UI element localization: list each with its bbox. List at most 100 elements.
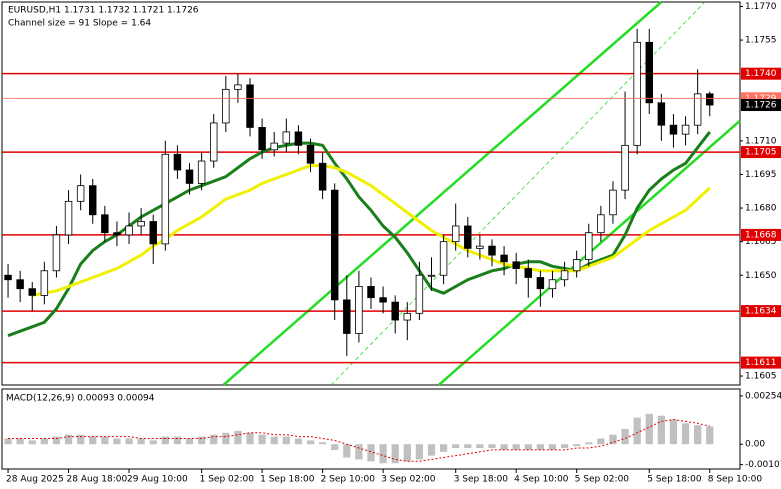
candle-body	[476, 245, 484, 249]
level-label: 1.1668	[745, 230, 777, 240]
y-tick-label: 1.1650	[745, 271, 777, 281]
level-label: 1.1705	[745, 148, 777, 158]
macd-bar	[681, 423, 690, 445]
macd-bar	[548, 444, 557, 450]
chart-subtitle: Channel size = 91 Slope = 1.64	[8, 19, 151, 29]
candle-body	[367, 286, 375, 299]
candle-body	[548, 279, 557, 290]
macd-bar	[379, 444, 387, 464]
x-tick-label: 8 Sep 10:00	[708, 475, 763, 485]
candle-body	[246, 84, 254, 128]
macd-bar	[439, 444, 448, 452]
macd-bar	[331, 444, 339, 450]
candle-body	[488, 245, 496, 256]
macd-bar	[657, 415, 665, 445]
level-label: 1.1634	[745, 307, 777, 317]
level-label: 1.1611	[745, 358, 777, 368]
candle-body	[572, 259, 581, 272]
macd-bar	[89, 436, 97, 445]
level-label-box	[741, 305, 781, 318]
candle-body	[343, 299, 351, 334]
candle-body	[161, 153, 170, 245]
x-tick-label: 28 Aug 2025	[6, 475, 64, 485]
candle-body	[500, 254, 508, 263]
macd-bar	[694, 425, 702, 445]
x-tick-label: 2 Sep 10:00	[321, 475, 376, 485]
y-tick-label: 0.00	[745, 440, 765, 450]
candle-body	[125, 225, 133, 236]
y-tick-label: 0.00254	[745, 391, 781, 401]
macd-bar	[4, 438, 12, 445]
candle-body	[16, 279, 24, 290]
candle-body	[318, 162, 327, 191]
candle-body	[185, 169, 194, 184]
macd-bar	[185, 438, 194, 445]
level-label: 1.1740	[745, 69, 777, 79]
y-tick-label: 1.1755	[745, 36, 777, 46]
macd-bar	[52, 436, 61, 445]
macd-bar	[536, 444, 545, 450]
candle-body	[693, 93, 702, 126]
channel-line	[330, 1, 706, 386]
moving-average	[31, 164, 711, 297]
candle-body	[669, 124, 678, 135]
macd-bar	[706, 426, 714, 445]
macd-bar	[113, 438, 121, 445]
x-tick-label: 5 Sep 18:00	[647, 475, 702, 485]
macd-bar	[512, 444, 520, 450]
y-tick-label: 1.1680	[745, 204, 777, 214]
macd-bar	[282, 436, 290, 445]
candle-body	[621, 144, 629, 191]
candle-body	[706, 93, 714, 106]
macd-bar	[197, 436, 206, 445]
macd-bar	[391, 444, 399, 464]
macd-bar	[573, 444, 581, 447]
macd-bar	[64, 434, 73, 445]
macd-bar	[161, 436, 169, 445]
macd-bar	[524, 444, 532, 450]
macd-bar	[318, 442, 327, 445]
candle-body	[28, 288, 36, 296]
level-label-box	[741, 146, 781, 159]
macd-bar	[476, 444, 484, 449]
macd-bar	[16, 438, 24, 445]
x-tick-label: 5 Sep 02:00	[575, 475, 630, 485]
candle-body	[64, 200, 73, 236]
candle-body	[464, 225, 472, 249]
y-tick-label: 1.1770	[745, 2, 777, 12]
channel-line	[222, 1, 663, 386]
macd-bar	[669, 419, 678, 445]
x-tick-label: 3 Sep 02:00	[381, 475, 436, 485]
x-tick-label: 29 Aug 10:00	[127, 475, 188, 485]
bid-label: 1.1726	[745, 101, 777, 111]
macd-bar	[427, 444, 436, 456]
macd-bar	[246, 432, 254, 445]
candle-body	[149, 221, 157, 245]
macd-bar	[609, 434, 617, 445]
macd-bar	[258, 434, 266, 445]
candle-body	[633, 41, 641, 146]
candle-body	[40, 270, 49, 296]
y-tick-label: 1.1695	[745, 170, 777, 180]
macd-bar	[306, 440, 315, 445]
macd-bar	[488, 444, 496, 449]
macd-bar	[125, 438, 133, 445]
moving-average	[7, 130, 711, 338]
macd-title: MACD(12,26,9) 0.00093 0.00094	[6, 394, 155, 404]
macd-bar	[210, 434, 218, 445]
candle-body	[391, 301, 399, 321]
y-tick-label: 1.1605	[745, 372, 777, 382]
macd-bar	[645, 413, 653, 445]
candle-body	[282, 131, 291, 144]
macd-bar	[149, 440, 157, 445]
macd-bar	[403, 444, 411, 462]
macd-bar	[343, 444, 351, 458]
candle-body	[403, 312, 412, 321]
level-label-box	[741, 228, 781, 241]
macd-bar	[464, 444, 472, 449]
candle-body	[76, 185, 85, 202]
candle-body	[355, 286, 363, 334]
macd-bar	[585, 442, 593, 445]
candle-body	[270, 142, 278, 151]
